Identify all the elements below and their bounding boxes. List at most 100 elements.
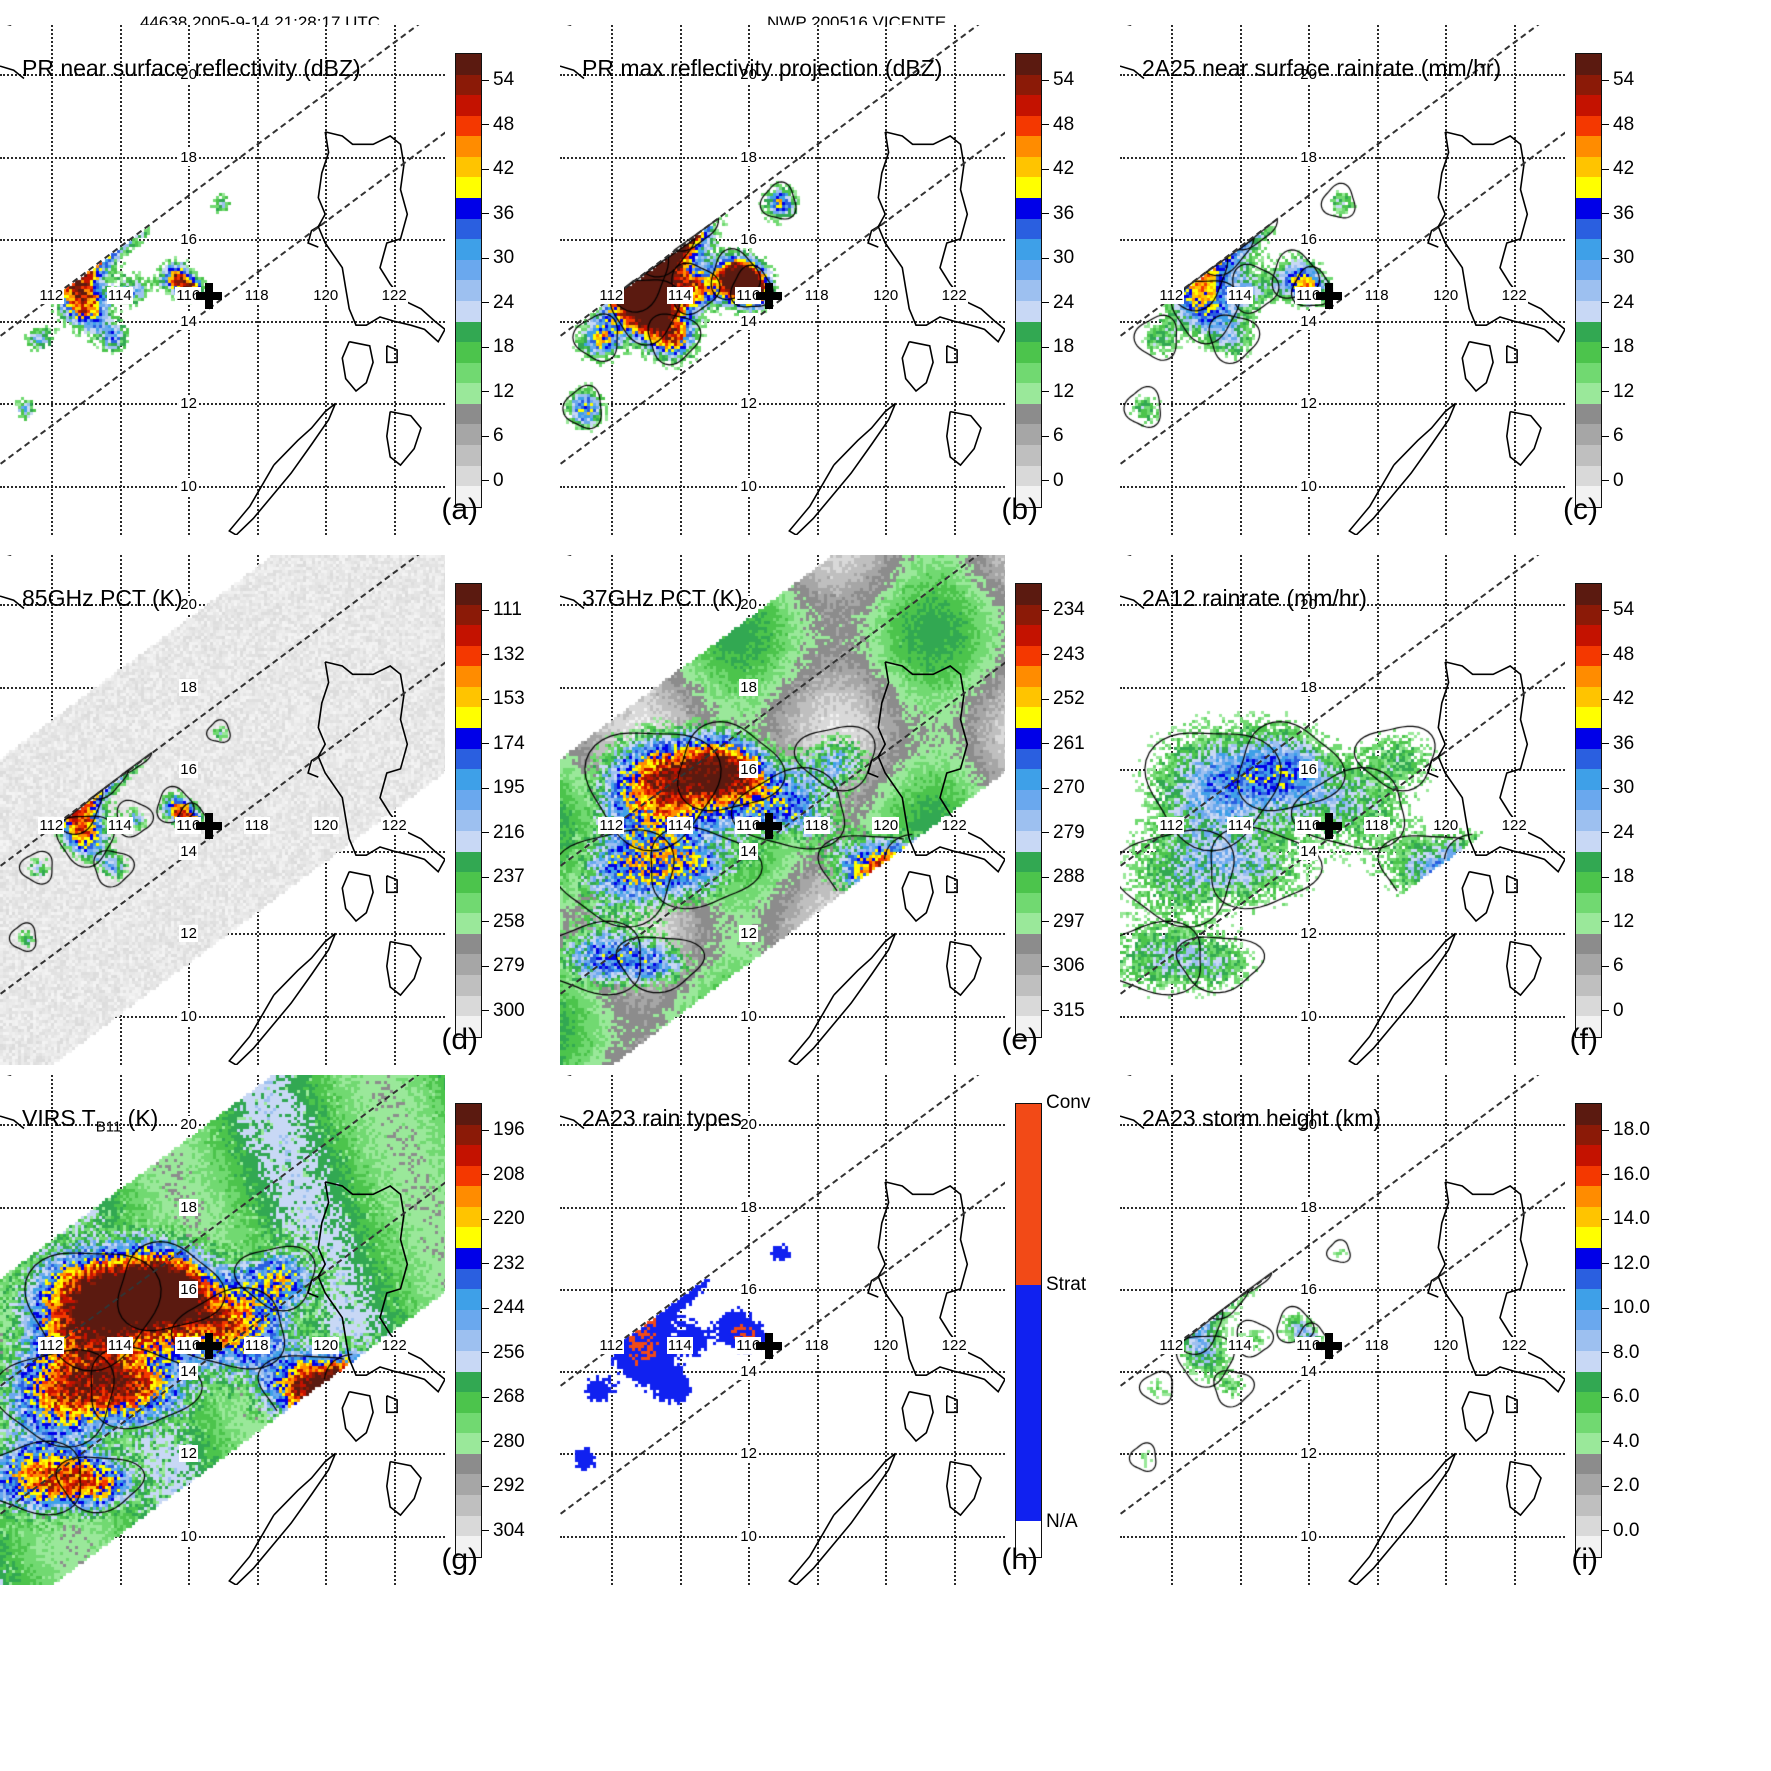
panel-title-d: 85GHz PCT (K) <box>22 585 183 611</box>
colorbar-tick-label: 6 <box>1613 955 1624 977</box>
colorbar-tick: 12.0 <box>1602 1253 1650 1275</box>
colorbar-tick: 24 <box>1042 292 1074 314</box>
map-d[interactable]: 112 114 116 118 120 122 10 12 14 16 18 20 <box>0 555 445 1065</box>
lat-tick-label: 10 <box>739 1527 758 1545</box>
panel-label-g: (g) <box>441 1543 478 1576</box>
map-e[interactable]: 112 114 116 118 120 122 10 12 14 16 18 20 <box>560 555 1005 1065</box>
colorbar-segment <box>1016 280 1041 301</box>
lon-tick-label: 114 <box>666 817 693 835</box>
lon-tick-label: 114 <box>106 817 133 835</box>
colorbar-segment <box>456 1494 481 1516</box>
colorbar-segment <box>1576 1453 1601 1475</box>
colorbar-tick-label: 6 <box>1613 425 1624 447</box>
colorbar-tick-label: 256 <box>493 1341 525 1363</box>
lon-tick-label: 122 <box>940 817 968 835</box>
colorbar-tick: 30 <box>1602 247 1634 269</box>
colorbar-tick-label: 54 <box>1053 69 1075 91</box>
colorbar-tick: 18 <box>1602 336 1634 358</box>
colorbar-tick-label: 42 <box>1613 688 1635 710</box>
colorbar-tick-label: 36 <box>493 202 515 224</box>
colorbar-tick: 232 <box>482 1253 525 1275</box>
lon-tick-label: 116 <box>735 287 762 305</box>
map-g[interactable]: 112 114 116 118 120 122 10 12 14 16 18 20 <box>0 1075 445 1585</box>
colorbar-tick-label: 30 <box>1613 247 1635 269</box>
colorbar-tick-label: 132 <box>493 643 525 665</box>
colorbar-segment <box>456 645 481 667</box>
map-b[interactable]: 112 114 116 118 120 122 10 12 14 16 18 20 <box>560 25 1005 535</box>
colorbar-segment <box>456 136 481 157</box>
colorbar-segment <box>456 156 481 178</box>
lon-tick-label: 120 <box>1432 817 1460 835</box>
lat-tick-label: 18 <box>179 678 198 696</box>
map-h[interactable]: 112 114 116 118 120 122 10 12 14 16 18 20 <box>560 1075 1005 1585</box>
colorbar-tick: 292 <box>482 1475 525 1497</box>
lon-tick-label: 120 <box>872 287 900 305</box>
colorbar-segment <box>456 444 481 466</box>
lat-tick-label: 16 <box>739 230 758 248</box>
lon-tick-label: 116 <box>1295 287 1322 305</box>
lon-tick-label: 114 <box>1226 1337 1253 1355</box>
panel-d: 112 114 116 118 120 122 10 12 14 16 18 20 85GHz PCT … <box>0 555 525 1065</box>
map-i[interactable]: 112 114 116 118 120 122 10 12 14 16 18 20 <box>1120 1075 1565 1585</box>
colorbar-segment <box>1576 728 1601 749</box>
colorbar-tick: 0 <box>1602 1000 1624 1022</box>
lat-tick-label: 18 <box>1299 1198 1318 1216</box>
colorbar-segment <box>456 933 481 955</box>
colorbar-tick-label: 304 <box>493 1519 525 1541</box>
map-a[interactable]: 112 114 116 118 120 122 10 12 14 16 18 20 <box>0 25 445 535</box>
colorbar-tick: 258 <box>482 911 525 933</box>
colorbar-tick: 6 <box>1602 425 1624 447</box>
colorbar-tick-label: 0.0 <box>1613 1519 1640 1541</box>
map-c[interactable]: 112 114 116 118 120 122 10 12 14 16 18 20 <box>1120 25 1565 535</box>
colorbar-tick-label: 300 <box>493 999 525 1021</box>
lon-tick-label: 116 <box>175 817 202 835</box>
colorbar-segment <box>456 769 481 790</box>
colorbar-segment <box>1016 686 1041 708</box>
colorbar-tick-label: 24 <box>1053 291 1075 313</box>
colorbar-segment <box>456 892 481 914</box>
colorbar-segment <box>1576 707 1601 729</box>
colorbar-ticks-b: 54 48 42 36 30 24 18 12 6 0 <box>1042 53 1152 508</box>
colorbar-segment <box>1576 424 1601 445</box>
storm-center-cross-icon <box>195 283 222 310</box>
lon-tick-label: 122 <box>380 287 408 305</box>
colorbar-tick-label: 30 <box>1053 247 1075 269</box>
colorbar-tick-label: 30 <box>1613 777 1635 799</box>
colorbar-segment <box>1576 259 1601 281</box>
colorbar-d <box>455 583 482 1038</box>
colorbar-segment <box>1016 1285 1041 1521</box>
colorbar-tick: 196 <box>482 1119 525 1141</box>
colorbar-tick: 304 <box>482 1520 525 1542</box>
colorbar-tick-label: 243 <box>1053 643 1085 665</box>
colorbar-segment <box>456 259 481 281</box>
lon-tick-label: 118 <box>243 1337 270 1355</box>
panel-i: 112 114 116 118 120 122 10 12 14 16 18 20 2A23 storm… <box>1120 1075 1650 1585</box>
colorbar-tick: 12 <box>482 381 514 403</box>
lon-tick-label: 112 <box>38 287 65 305</box>
lat-tick-label: 12 <box>179 1445 198 1463</box>
colorbar-ticks-e: 234 243 252 261 270 279 288 297 306 315 <box>1042 583 1152 1038</box>
colorbar-segment <box>456 177 481 199</box>
map-f[interactable]: 112 114 116 118 120 122 10 12 14 16 18 20 <box>1120 555 1565 1065</box>
colorbar-segment <box>456 1165 481 1187</box>
colorbar-segment <box>1016 444 1041 466</box>
lat-tick-label: 10 <box>179 1007 198 1025</box>
colorbar-segment <box>1576 1536 1601 1557</box>
colorbar-tick: 12 <box>1602 381 1634 403</box>
colorbar-tick: 244 <box>482 1297 525 1319</box>
colorbar-segment <box>456 1104 481 1125</box>
colorbar-segment <box>1016 933 1041 955</box>
colorbar-tick-label: 0 <box>1613 469 1624 491</box>
colorbar-tick: 261 <box>1042 733 1085 755</box>
colorbar-segment <box>1576 1392 1601 1413</box>
colorbar-tick: 252 <box>1042 688 1085 710</box>
lat-tick-label: 16 <box>179 1280 198 1298</box>
colorbar-segment <box>1016 74 1041 96</box>
colorbar-segment <box>456 1536 481 1557</box>
lat-tick-label: 10 <box>179 1527 198 1545</box>
colorbar-wrap-a: 54 48 42 36 30 24 18 12 6 0 <box>455 53 514 508</box>
colorbar-segment <box>1016 115 1041 137</box>
colorbar-segment <box>1016 321 1041 343</box>
colorbar-tick-label: 18 <box>1053 336 1075 358</box>
colorbar-segment <box>456 1227 481 1249</box>
